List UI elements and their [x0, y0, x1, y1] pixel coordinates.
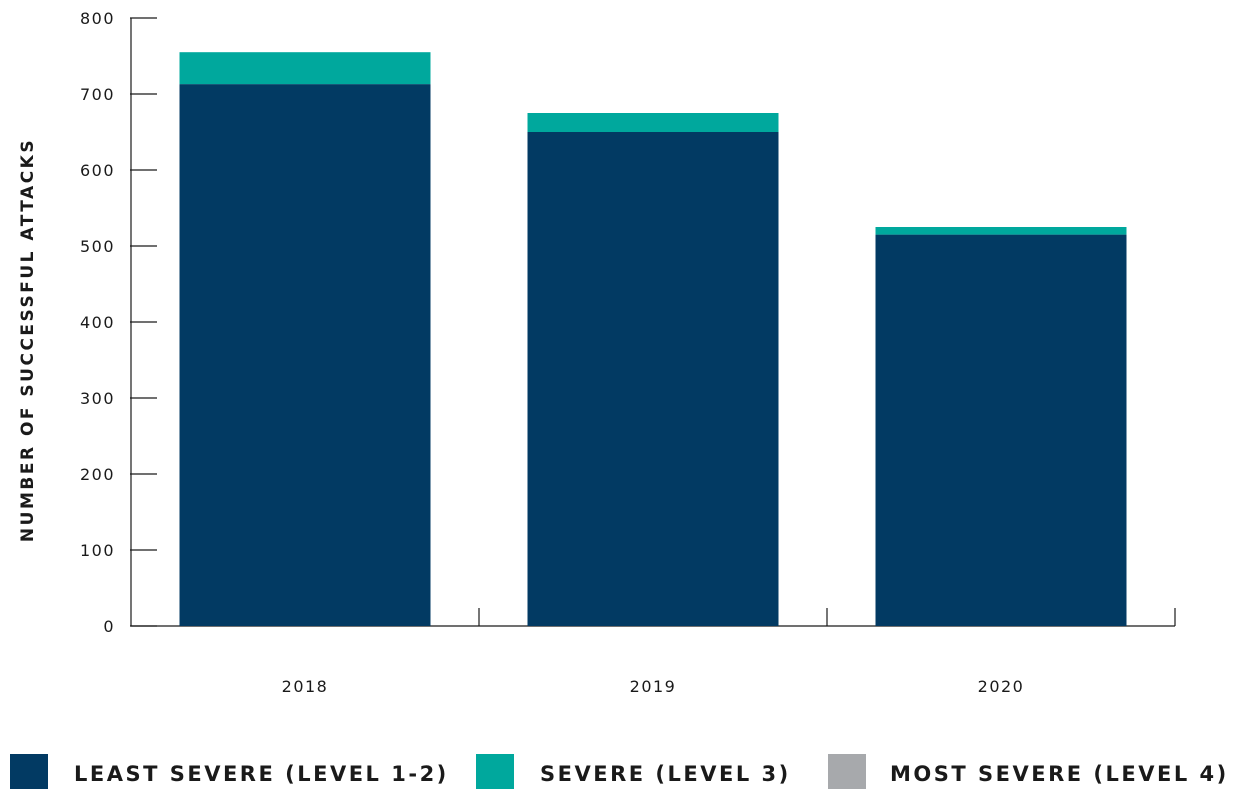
legend-swatch-2	[476, 754, 514, 789]
legend-label-2: SEVERE (LEVEL 3)	[540, 762, 791, 786]
y-tick-label: 0	[103, 617, 115, 636]
legend-swatch-3	[828, 754, 866, 789]
y-tick-label: 800	[80, 9, 115, 28]
bar-segment-2019-series-2	[527, 113, 779, 132]
y-tick-label: 700	[80, 85, 115, 104]
legend-label-1: LEAST SEVERE (LEVEL 1-2)	[74, 762, 449, 786]
bar-segment-2020-series-2	[875, 227, 1127, 235]
legend-swatch-1	[10, 754, 48, 789]
legend-label-3: MOST SEVERE (LEVEL 4)	[890, 762, 1229, 786]
bar-segment-2018-series-1	[179, 84, 431, 627]
bars	[179, 52, 1127, 627]
legend: LEAST SEVERE (LEVEL 1-2) SEVERE (LEVEL 3)…	[10, 754, 1229, 789]
y-tick-label: 200	[80, 465, 115, 484]
y-tick-label: 300	[80, 389, 115, 408]
x-tick-label: 2019	[630, 677, 677, 696]
y-axis: 0 100 200 300 400 500 600 700 800	[80, 9, 157, 636]
y-tick-label: 500	[80, 237, 115, 256]
bar-segment-2019-series-1	[527, 132, 779, 626]
bar-segment-2018-series-2	[179, 52, 431, 85]
y-tick-label: 600	[80, 161, 115, 180]
x-tick-label: 2018	[282, 677, 329, 696]
y-tick-label: 100	[80, 541, 115, 560]
bar-segment-2020-series-1	[875, 234, 1127, 626]
y-tick-label: 400	[80, 313, 115, 332]
x-tick-label: 2020	[978, 677, 1025, 696]
y-axis-title: NUMBER OF SUCCESSFUL ATTACKS	[18, 138, 38, 542]
